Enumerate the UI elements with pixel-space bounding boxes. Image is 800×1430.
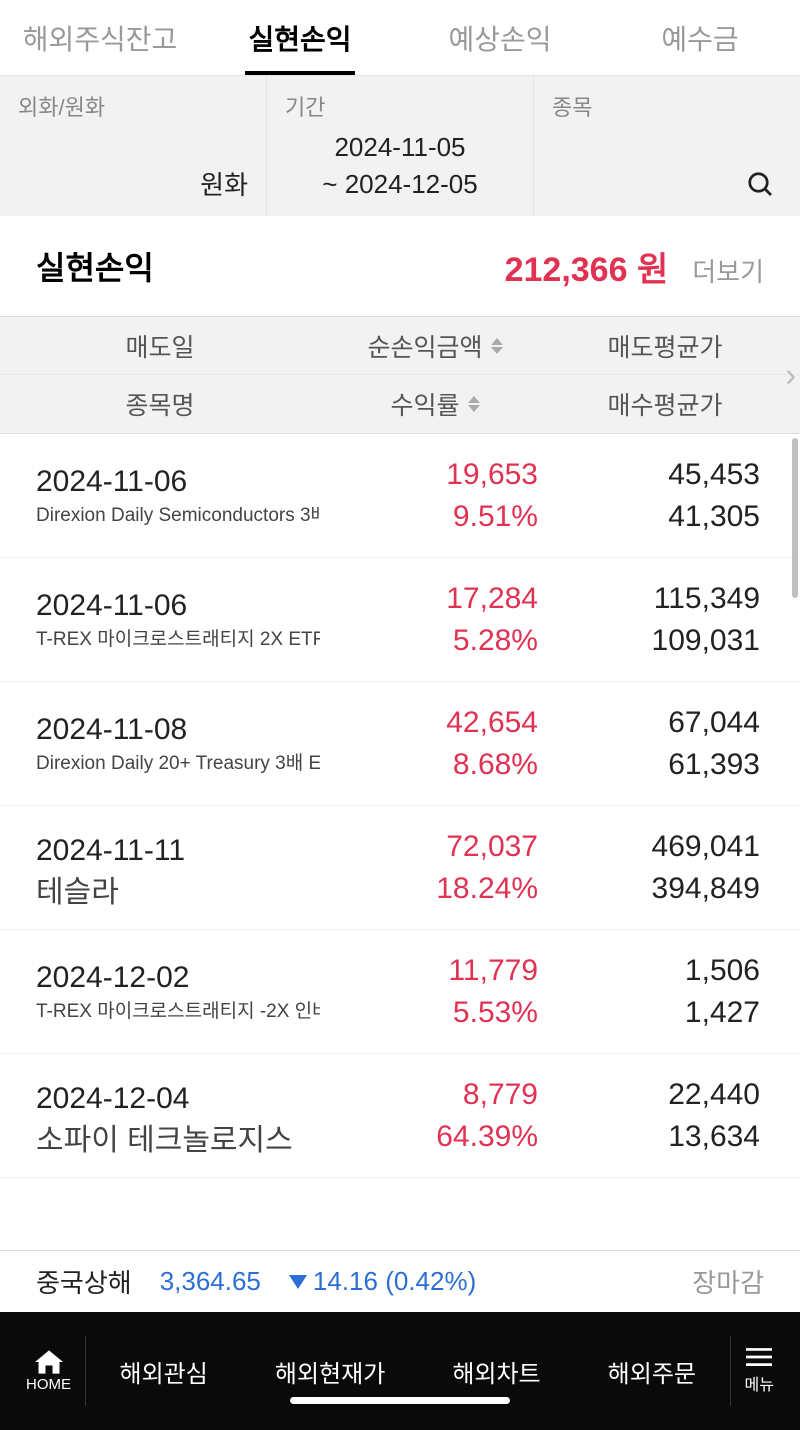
row-date: 2024-11-08 — [36, 709, 320, 751]
filter-period[interactable]: 기간 2024-11-05 ~ 2024-12-05 — [267, 76, 534, 216]
tab-foreign-balance[interactable]: 해외주식잔고 — [0, 0, 200, 75]
home-icon — [35, 1350, 63, 1374]
row-profit: 17,284 — [446, 578, 538, 620]
filter-bar: 외화/원화 원화 기간 2024-11-05 ~ 2024-12-05 종목 — [0, 76, 800, 216]
row-rate: 5.28% — [453, 620, 538, 662]
summary-row: 실현손익 212,366 원 더보기 — [0, 216, 800, 316]
th-buy-avg: 매수평균가 — [550, 386, 780, 422]
tab-realized-pl[interactable]: 실현손익 — [200, 0, 400, 75]
row-sell-avg: 115,349 — [654, 578, 760, 620]
nav-home-button[interactable]: HOME — [12, 1336, 86, 1406]
filter-stock-label: 종목 — [552, 90, 782, 122]
market-ticker[interactable]: 중국상해 3,364.65 14.16 (0.42%) 장마감 — [0, 1250, 800, 1312]
ticker-name: 중국상해 — [36, 1263, 132, 1300]
filter-period-value: 2024-11-05 ~ 2024-12-05 — [285, 129, 515, 202]
nav-menu-button[interactable]: 메뉴 — [730, 1336, 788, 1406]
row-sell-avg: 1,506 — [685, 950, 760, 992]
bottom-nav: HOME 해외관심 해외현재가 해외차트 해외주문 메뉴 — [0, 1312, 800, 1430]
row-profit: 19,653 — [446, 454, 538, 496]
tab-deposit[interactable]: 예수금 — [600, 0, 800, 75]
scrollbar[interactable] — [792, 438, 798, 598]
row-date: 2024-12-02 — [36, 957, 320, 999]
row-date: 2024-11-11 — [36, 830, 320, 872]
filter-currency[interactable]: 외화/원화 원화 — [0, 76, 267, 216]
row-rate: 18.24% — [436, 868, 538, 910]
nav-item-watchlist[interactable]: 해외관심 — [120, 1354, 208, 1389]
sort-icon — [491, 338, 503, 354]
nav-item-price[interactable]: 해외현재가 — [275, 1354, 385, 1389]
table-row[interactable]: 2024-11-06 Direxion Daily Semiconductors… — [0, 434, 800, 558]
row-buy-avg: 61,393 — [668, 744, 760, 786]
row-date: 2024-11-06 — [36, 585, 320, 627]
summary-label: 실현손익 — [36, 243, 154, 289]
nav-item-order[interactable]: 해외주문 — [608, 1354, 696, 1389]
ticker-change: 14.16 (0.42%) — [289, 1266, 476, 1297]
search-icon[interactable] — [746, 170, 776, 200]
table-row[interactable]: 2024-11-06 T-REX 마이크로스트래티지 2X ETF 17,284… — [0, 558, 800, 682]
row-stock-name: 소파이 테크놀로지스 — [36, 1120, 320, 1153]
filter-period-label: 기간 — [285, 90, 515, 122]
ticker-status: 장마감 — [692, 1263, 764, 1300]
row-rate: 8.68% — [453, 744, 538, 786]
chevron-right-icon[interactable]: › — [785, 357, 796, 394]
row-rate: 5.53% — [453, 992, 538, 1034]
row-buy-avg: 41,305 — [668, 496, 760, 538]
row-sell-avg: 45,453 — [668, 454, 760, 496]
filter-stock[interactable]: 종목 — [534, 76, 800, 216]
row-stock-name: Direxion Daily 20+ Treasury 3배 ETF — [36, 751, 320, 778]
top-tabs: 해외주식잔고 실현손익 예상손익 예수금 — [0, 0, 800, 76]
row-profit: 72,037 — [446, 826, 538, 868]
row-buy-avg: 13,634 — [668, 1116, 760, 1158]
down-triangle-icon — [289, 1275, 307, 1289]
row-buy-avg: 109,031 — [652, 620, 760, 662]
table-row[interactable]: 2024-11-11 테슬라 72,037 18.24% 469,041 394… — [0, 806, 800, 930]
th-return-rate[interactable]: 수익률 — [320, 386, 550, 422]
th-stock-name: 종목명 — [0, 386, 320, 422]
filter-currency-value: 원화 — [18, 165, 248, 202]
row-stock-name: 테슬라 — [36, 872, 320, 905]
row-profit: 11,779 — [448, 950, 538, 992]
row-sell-avg: 469,041 — [652, 826, 760, 868]
row-stock-name: T-REX 마이크로스트래티지 -2X 인버스 ETF — [36, 999, 320, 1026]
home-indicator[interactable] — [290, 1397, 510, 1404]
table-row[interactable]: 2024-12-04 소파이 테크놀로지스 8,779 64.39% 22,44… — [0, 1054, 800, 1178]
row-date: 2024-11-06 — [36, 461, 320, 503]
row-rate: 9.51% — [453, 496, 538, 538]
row-date: 2024-12-04 — [36, 1078, 320, 1120]
row-stock-name: Direxion Daily Semiconductors 3배 ETF — [36, 503, 320, 530]
filter-currency-label: 외화/원화 — [18, 90, 248, 122]
row-sell-avg: 67,044 — [668, 702, 760, 744]
row-sell-avg: 22,440 — [668, 1074, 760, 1116]
tab-expected-pl[interactable]: 예상손익 — [400, 0, 600, 75]
nav-item-chart[interactable]: 해외차트 — [452, 1354, 540, 1389]
th-sell-avg: 매도평균가 — [550, 328, 780, 364]
summary-value: 212,366 원 — [505, 242, 669, 291]
table-body[interactable]: 2024-11-06 Direxion Daily Semiconductors… — [0, 434, 800, 1250]
th-sell-date: 매도일 — [0, 328, 320, 364]
table-row[interactable]: 2024-11-08 Direxion Daily 20+ Treasury 3… — [0, 682, 800, 806]
row-stock-name: T-REX 마이크로스트래티지 2X ETF — [36, 627, 320, 654]
menu-icon — [746, 1347, 772, 1367]
row-buy-avg: 1,427 — [685, 992, 760, 1034]
th-net-profit[interactable]: 순손익금액 — [320, 328, 550, 364]
row-rate: 64.39% — [436, 1116, 538, 1158]
table-row[interactable]: 2024-12-02 T-REX 마이크로스트래티지 -2X 인버스 ETF 1… — [0, 930, 800, 1054]
table-header: 매도일 순손익금액 매도평균가 종목명 수익률 매수평균가 › — [0, 316, 800, 434]
row-buy-avg: 394,849 — [652, 868, 760, 910]
summary-more-button[interactable]: 더보기 — [692, 252, 764, 289]
ticker-value: 3,364.65 — [160, 1266, 261, 1297]
sort-icon — [468, 396, 480, 412]
row-profit: 42,654 — [446, 702, 538, 744]
row-profit: 8,779 — [463, 1074, 538, 1116]
